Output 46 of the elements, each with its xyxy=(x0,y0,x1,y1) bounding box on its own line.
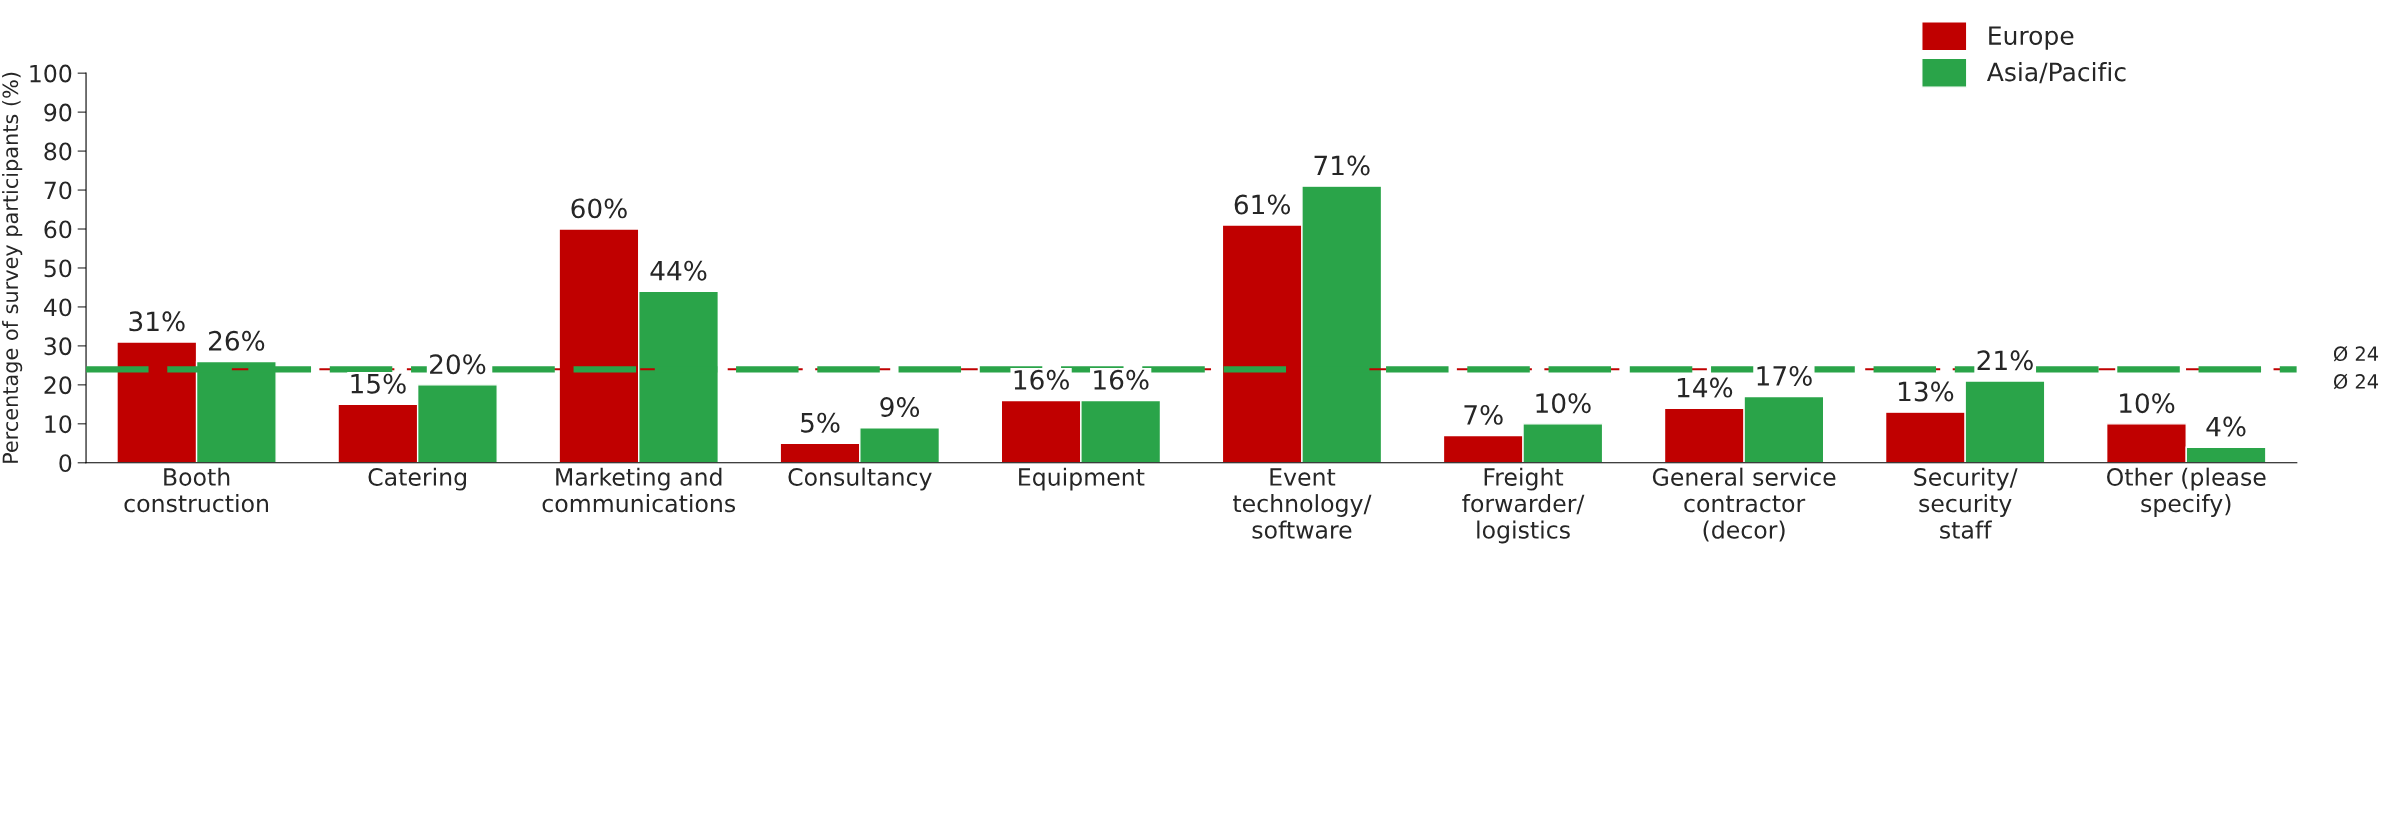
data-label: 15% xyxy=(351,373,406,394)
y-tick-label: 40 xyxy=(43,298,72,317)
y-tick-label: 60 xyxy=(44,220,72,239)
data-label: 31% xyxy=(129,311,185,332)
data-label: 4% xyxy=(2206,416,2246,437)
data-label: 61% xyxy=(1234,194,1291,215)
data-label: 16% xyxy=(1014,369,1069,390)
data-label: 71% xyxy=(1314,155,1370,176)
ref-line-label: Ø 24 xyxy=(2333,345,2379,362)
x-tick-label: Security/ security staff xyxy=(1914,467,2018,539)
y-tick-label: 70 xyxy=(44,181,72,200)
y-tick-label: 90 xyxy=(44,103,72,122)
data-label: 60% xyxy=(571,198,627,219)
data-label: 7% xyxy=(1464,404,1503,425)
y-axis-title: Percentage of survey participants (%) xyxy=(2,72,23,463)
data-label: 26% xyxy=(208,330,265,351)
x-tick-label: Marketing and communications xyxy=(542,467,736,513)
x-tick-label: Other (please specify) xyxy=(2107,467,2266,517)
x-tick-label: General service contractor (decor) xyxy=(1652,467,1836,542)
data-label: 21% xyxy=(1977,350,2033,371)
x-tick-label: Booth construction xyxy=(124,467,268,513)
data-label: 9% xyxy=(880,397,920,418)
x-tick-label: Event technology/ software xyxy=(1233,468,1372,539)
ref-line-label: Ø 24 xyxy=(2333,373,2379,390)
x-tick-label: Consultancy xyxy=(788,467,932,491)
data-label: 20% xyxy=(430,354,486,375)
data-label: 17% xyxy=(1757,365,1812,386)
x-tick-label: Catering xyxy=(368,467,466,491)
x-tick-label: Equipment xyxy=(1019,467,1145,491)
y-tick-label: 20 xyxy=(44,376,72,395)
y-tick-label: 30 xyxy=(44,337,72,356)
data-label: 14% xyxy=(1677,377,1733,398)
y-tick-label: 0 xyxy=(59,454,72,473)
legend-label: Asia/Pacific xyxy=(1986,62,2126,84)
y-tick-label: 10 xyxy=(45,415,72,434)
data-label: 10% xyxy=(1536,393,1591,414)
data-label: 5% xyxy=(801,412,840,433)
data-label: 10% xyxy=(2120,393,2175,414)
y-tick-label: 50 xyxy=(44,259,72,278)
data-label: 16% xyxy=(1094,369,1149,390)
legend-label: Europe xyxy=(1989,26,2074,50)
data-label: 44% xyxy=(650,260,707,281)
data-label: 13% xyxy=(1898,381,1954,402)
x-tick-label: Freight forwarder/ logistics xyxy=(1462,467,1585,544)
y-tick-label: 100 xyxy=(30,64,72,83)
y-tick-label: 80 xyxy=(44,142,72,161)
